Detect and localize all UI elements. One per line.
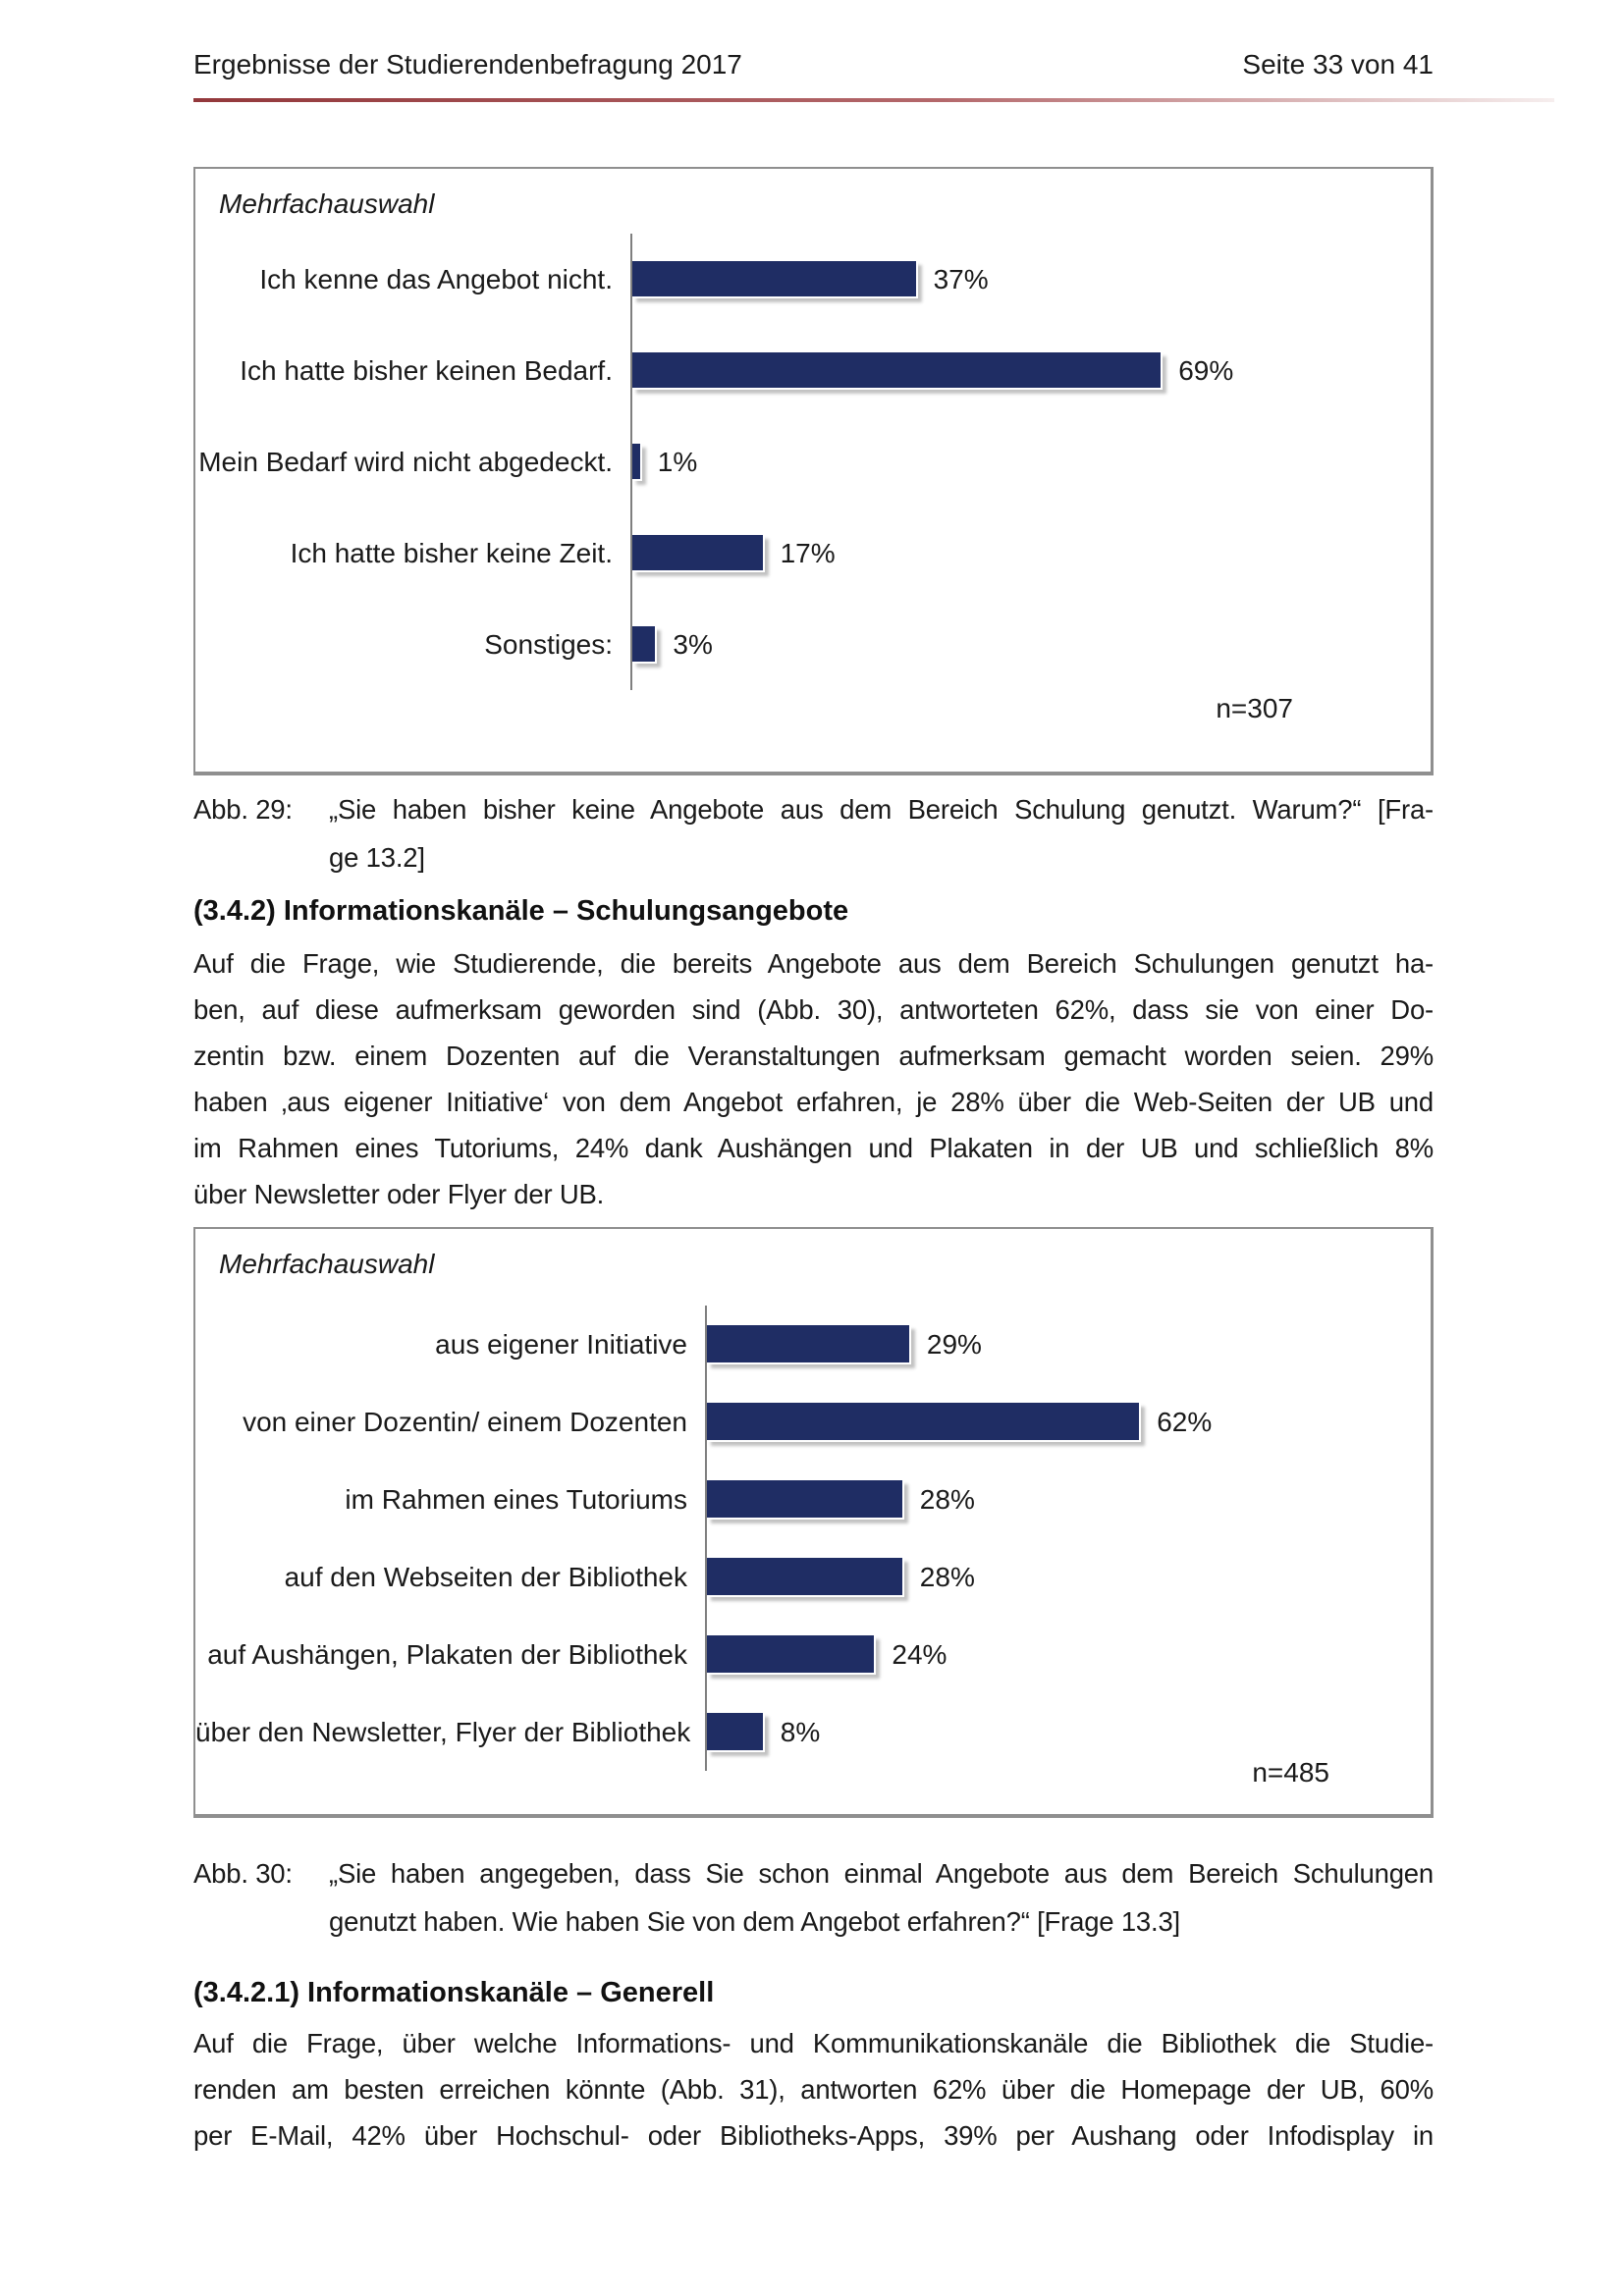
paragraph-342: Auf die Frage, wie Studierende, die bere… [193, 940, 1434, 1217]
chart-row: im Rahmen eines Tutoriums 28% [195, 1461, 1431, 1538]
paragraph-line: über Newsletter oder Flyer der UB. [193, 1179, 605, 1209]
bar [707, 1557, 904, 1597]
chart-row: Sonstiges: 3% [195, 599, 1431, 690]
caption-label: Abb. 30: [193, 1858, 293, 1889]
category-label: von einer Dozentin/ einem Dozenten [243, 1406, 687, 1437]
figure-caption-abb30: Abb. 30: „Sie haben angegeben, dass Sie … [193, 1849, 1434, 1946]
chart-note: Mehrfachauswahl [219, 188, 435, 219]
value-label: 1% [657, 446, 698, 477]
chart-rows: aus eigener Initiative 29% von einer Dozen… [195, 1306, 1431, 1771]
value-label: 29% [926, 1328, 982, 1360]
category-label: Ich kenne das Angebot nicht. [259, 263, 613, 294]
category-label: über den Newsletter, Flyer der Bibliothe… [195, 1716, 691, 1747]
chart-abb29: Mehrfachauswahl Ich kenne das Angebot ni… [193, 167, 1434, 775]
caption-line: „Sie haben bisher keine Angebote aus dem… [329, 794, 1434, 825]
caption-line: genutzt haben. Wie haben Sie von dem Ang… [329, 1906, 1180, 1937]
category-label: Ich hatte bisher keine Zeit. [290, 537, 613, 568]
bar [707, 1712, 765, 1752]
chart-row: Ich hatte bisher keinen Bedarf. 69% [195, 325, 1431, 416]
paragraph-line: ben, auf diese aufmerksam geworden sind … [193, 994, 1434, 1025]
value-label: 24% [892, 1638, 947, 1670]
value-label: 37% [933, 263, 989, 294]
paragraph-line: per E-Mail, 42% über Hochschul- oder Bib… [193, 2120, 1434, 2151]
value-label: 69% [1178, 354, 1234, 386]
figure-caption-abb29: Abb. 29: „Sie haben bisher keine Angebot… [193, 785, 1434, 881]
bar [632, 443, 642, 481]
value-label: 3% [673, 628, 713, 660]
section-heading-3421: (3.4.2.1) Informationskanäle – Generell [193, 1977, 715, 2008]
category-label: auf Aushängen, Plakaten der Bibliothek [207, 1638, 687, 1670]
paragraph-line: renden am besten erreichen könnte (Abb. … [193, 2074, 1434, 2105]
chart-rows: Ich kenne das Angebot nicht. 37% Ich hatte… [195, 234, 1431, 690]
caption-text: „Sie haben bisher keine Angebote aus dem… [329, 785, 1434, 881]
value-label: 62% [1157, 1406, 1213, 1437]
header-page-number: Seite 33 von 41 [1242, 49, 1434, 80]
category-label: Sonstiges: [484, 628, 613, 660]
sample-size-label: n=307 [1216, 693, 1293, 723]
paragraph-line: Auf die Frage, wie Studierende, die bere… [193, 948, 1434, 979]
paragraph-3421: Auf die Frage, über welche Informations-… [193, 2020, 1434, 2159]
bar [707, 1402, 1142, 1442]
chart-note: Mehrfachauswahl [219, 1249, 435, 1279]
caption-line: „Sie haben angegeben, dass Sie schon ein… [329, 1858, 1434, 1889]
bar [707, 1634, 877, 1675]
value-label: 28% [919, 1483, 975, 1515]
caption-text: „Sie haben angegeben, dass Sie schon ein… [329, 1849, 1434, 1946]
chart-row: auf Aushängen, Plakaten der Bibliothek 24… [195, 1616, 1431, 1693]
chart-row: von einer Dozentin/ einem Dozenten 62% [195, 1383, 1431, 1461]
bar [707, 1324, 911, 1364]
category-label: auf den Webseiten der Bibliothek [284, 1561, 687, 1592]
value-label: 17% [780, 537, 836, 568]
value-label: 28% [919, 1561, 975, 1592]
category-label: Ich hatte bisher keinen Bedarf. [240, 354, 613, 386]
chart-axis [630, 234, 632, 690]
header-title: Ergebnisse der Studierendenbefragung 201… [193, 49, 742, 80]
chart-row: Mein Bedarf wird nicht abgedeckt. 1% [195, 416, 1431, 507]
caption-line: ge 13.2] [329, 842, 425, 873]
paragraph-line: zentin bzw. einem Dozenten auf die Veran… [193, 1041, 1434, 1071]
bar [707, 1479, 904, 1520]
category-label: Mein Bedarf wird nicht abgedeckt. [198, 446, 613, 477]
chart-abb30: Mehrfachauswahl aus eigener Initiative 29… [193, 1227, 1434, 1818]
value-label: 8% [780, 1716, 821, 1747]
chart-row: über den Newsletter, Flyer der Bibliothe… [195, 1693, 1431, 1771]
chart-row: Ich kenne das Angebot nicht. 37% [195, 234, 1431, 325]
bar [632, 625, 658, 664]
bar [632, 534, 765, 572]
paragraph-line: im Rahmen eines Tutoriums, 24% dank Aush… [193, 1133, 1434, 1163]
paragraph-line: Auf die Frage, über welche Informations-… [193, 2028, 1434, 2058]
bar [632, 260, 918, 298]
page-header: Ergebnisse der Studierendenbefragung 201… [193, 49, 1434, 80]
category-label: im Rahmen eines Tutoriums [345, 1483, 687, 1515]
chart-axis [705, 1306, 707, 1771]
caption-label: Abb. 29: [193, 794, 293, 825]
chart-row: auf den Webseiten der Bibliothek 28% [195, 1538, 1431, 1616]
section-heading-342: (3.4.2) Informationskanäle – Schulungsan… [193, 895, 849, 927]
chart-row: aus eigener Initiative 29% [195, 1306, 1431, 1383]
bar [632, 351, 1164, 390]
chart-row: Ich hatte bisher keine Zeit. 17% [195, 507, 1431, 599]
header-rule [193, 98, 1554, 102]
sample-size-label: n=485 [1252, 1757, 1329, 1788]
category-label: aus eigener Initiative [435, 1328, 687, 1360]
paragraph-line: haben ‚aus eigener Initiative‘ von dem A… [193, 1087, 1434, 1117]
